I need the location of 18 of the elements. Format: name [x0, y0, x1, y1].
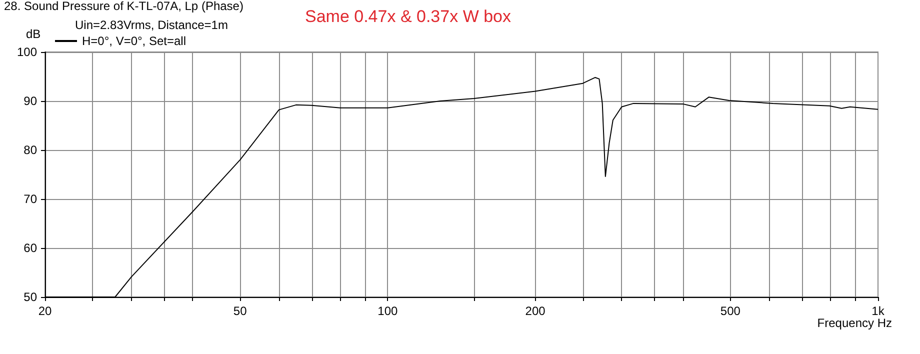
chart-subtitle: Uin=2.83Vrms, Distance=1m: [75, 18, 228, 32]
y-tick-label: 100: [16, 45, 38, 59]
y-tick-label: 50: [24, 290, 38, 304]
y-tick-label: 70: [24, 192, 38, 206]
x-tick-label: 1k: [872, 304, 886, 318]
x-axis-title: Frequency Hz: [817, 316, 892, 330]
text: Same 0.47x & 0.37x W box: [305, 7, 512, 26]
y-tick-label: 60: [24, 241, 38, 255]
chart-title: 28. Sound Pressure of K-TL-07A, Lp (Phase): [4, 0, 244, 13]
x-tick-label: 200: [525, 304, 546, 318]
x-tick-label: 100: [378, 304, 398, 318]
y-tick-label: 90: [24, 94, 38, 108]
y-axis-title: dB: [26, 27, 41, 41]
y-tick-label: 80: [24, 143, 38, 157]
x-tick-label: 20: [38, 304, 52, 318]
x-tick-label: 500: [720, 304, 741, 318]
x-tick-label: 50: [233, 304, 248, 318]
legend-label: H=0°, V=0°, Set=all: [82, 34, 186, 48]
